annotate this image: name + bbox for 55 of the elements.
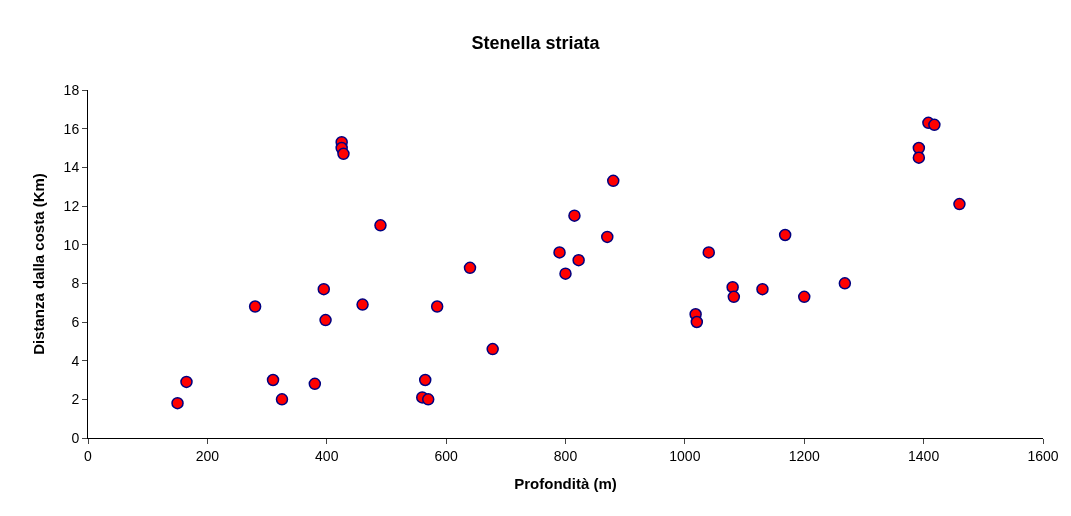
y-tick-label: 0 — [71, 429, 80, 446]
point — [430, 300, 444, 313]
point — [953, 197, 966, 211]
point — [838, 277, 852, 290]
point — [486, 342, 499, 356]
point — [308, 377, 322, 391]
point — [171, 396, 184, 410]
y-tick-label: 4 — [71, 352, 80, 369]
point — [463, 261, 477, 275]
point — [418, 373, 432, 387]
x-tick-label: 0 — [84, 447, 93, 464]
x-tick-label: 1000 — [669, 447, 701, 464]
point — [275, 393, 289, 406]
point — [356, 298, 369, 311]
point — [180, 375, 193, 389]
point — [317, 282, 331, 296]
y-tick-label: 16 — [63, 120, 80, 137]
point — [607, 174, 620, 188]
point — [928, 118, 941, 132]
y-tick-label: 12 — [63, 197, 80, 214]
point — [319, 313, 332, 327]
x-tick-label: 400 — [315, 447, 339, 464]
point — [727, 290, 741, 304]
x-tick-label: 1400 — [908, 447, 940, 464]
y-tick-label: 8 — [71, 275, 80, 292]
point — [266, 373, 280, 387]
point — [248, 300, 262, 313]
point — [912, 151, 926, 164]
point — [778, 228, 792, 242]
x-tick-label: 200 — [195, 447, 220, 464]
y-tick-label: 6 — [71, 313, 80, 330]
y-tick-label: 14 — [63, 159, 80, 176]
point — [690, 315, 704, 329]
point — [568, 209, 581, 222]
y-tick-label: 18 — [63, 81, 80, 98]
y-tick-label: 2 — [71, 391, 80, 408]
point — [553, 246, 566, 259]
x-tick-label: 600 — [434, 447, 459, 464]
y-axis-title: Distanza dalla costa (Km) — [29, 173, 47, 355]
point — [421, 393, 435, 406]
y-tick-label: 10 — [63, 236, 80, 253]
chart-title: Stenella striata — [471, 32, 601, 53]
x-axis-title: Profondità (m) — [514, 474, 617, 492]
point — [726, 280, 739, 294]
point — [337, 147, 350, 161]
point — [702, 246, 715, 259]
x-tick-label: 1600 — [1027, 447, 1059, 464]
x-tick-label: 800 — [553, 447, 578, 464]
point — [559, 267, 572, 280]
point — [601, 230, 614, 244]
point — [374, 219, 387, 232]
x-tick-label: 1200 — [788, 447, 821, 464]
point — [756, 282, 769, 296]
point — [798, 290, 811, 304]
point — [572, 253, 585, 267]
